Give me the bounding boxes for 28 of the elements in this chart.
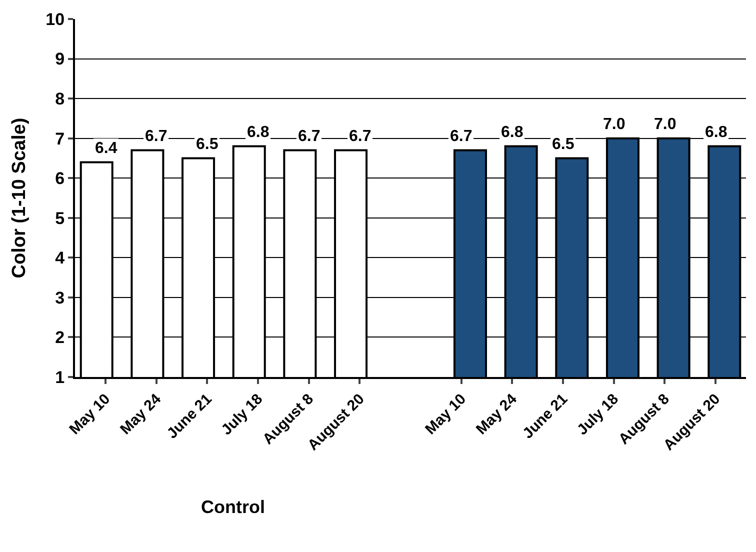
y-tick-label: 1 <box>55 368 65 387</box>
y-tick-label: 5 <box>55 208 65 228</box>
data-label: 6.8 <box>247 124 270 141</box>
y-tick-label: 10 <box>46 10 65 29</box>
y-tick-label: 8 <box>55 90 65 109</box>
x-tick-label: May 24 <box>472 390 521 438</box>
data-label: 6.5 <box>196 136 218 153</box>
y-tick-label: 7 <box>55 129 65 148</box>
y-tick-label: 9 <box>55 50 65 69</box>
data-label: 6.7 <box>349 128 372 145</box>
x-tick-label: May 10 <box>66 390 114 438</box>
y-tick-label: 6 <box>55 169 65 188</box>
data-label: 6.7 <box>145 128 168 145</box>
data-label: 6.8 <box>705 124 728 141</box>
data-label: 6.4 <box>95 140 118 157</box>
x-tick-label: May 24 <box>117 390 165 438</box>
text: Control <box>201 497 265 517</box>
y-tick-label: 2 <box>55 328 65 348</box>
y-tick-label: 4 <box>55 248 66 268</box>
y-axis-title: Color (1-10 Scale) <box>9 118 30 278</box>
data-label: 7.0 <box>654 116 676 133</box>
data-label: 6.5 <box>552 136 574 153</box>
data-label: 6.7 <box>298 128 320 145</box>
data-label: 6.7 <box>450 128 472 145</box>
x-tick-label: May 10 <box>422 390 470 438</box>
data-label: 6.8 <box>501 124 524 141</box>
data-label: 7.0 <box>603 116 626 133</box>
y-tick-label: 3 <box>55 288 65 308</box>
